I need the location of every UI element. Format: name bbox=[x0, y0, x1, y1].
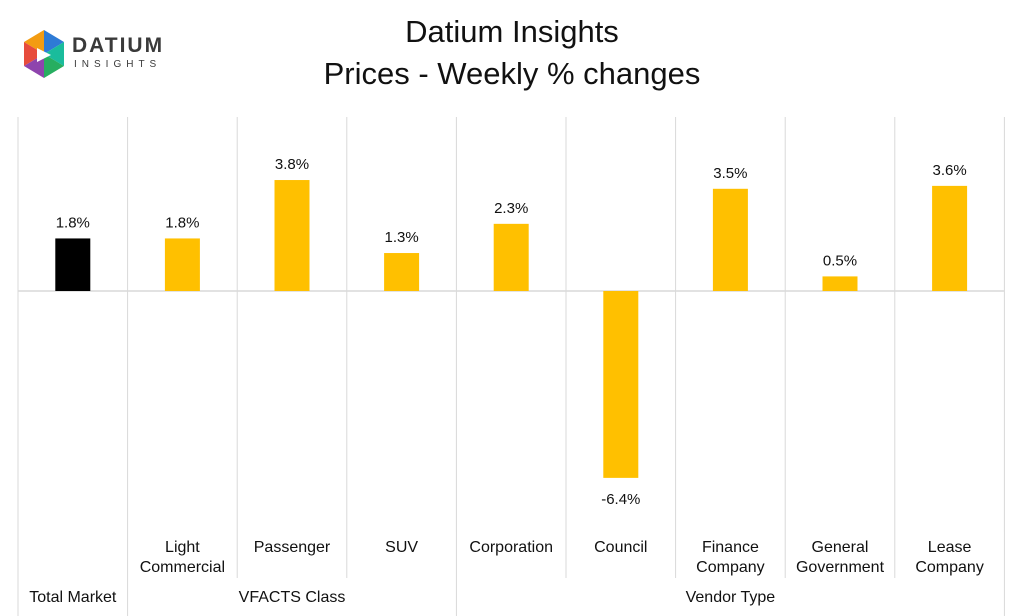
group-label: VFACTS Class bbox=[239, 589, 346, 606]
logo-text: DATIUM bbox=[72, 34, 165, 57]
group-label: Vendor Type bbox=[686, 589, 776, 606]
data-label: 0.5% bbox=[823, 252, 857, 269]
category-label: Passenger bbox=[254, 539, 331, 556]
datium-logo-icon bbox=[24, 30, 64, 78]
category-label: Commercial bbox=[140, 559, 225, 576]
category-label: Light bbox=[165, 539, 200, 556]
bar bbox=[932, 185, 968, 291]
data-label: 1.8% bbox=[56, 214, 90, 231]
data-label: 3.6% bbox=[932, 162, 966, 179]
chart-title: Datium Insights bbox=[405, 14, 619, 49]
category-label: Lease bbox=[928, 539, 972, 556]
bar bbox=[384, 253, 420, 291]
category-label: Company bbox=[915, 559, 983, 576]
bar bbox=[164, 238, 200, 291]
chart-subtitle: Prices - Weekly % changes bbox=[323, 56, 701, 91]
data-label: 3.8% bbox=[275, 156, 309, 173]
datium-logo: DATIUM INSIGHTS bbox=[20, 28, 170, 82]
category-label: Corporation bbox=[469, 539, 553, 556]
data-label: 3.5% bbox=[713, 165, 747, 182]
data-label: -6.4% bbox=[601, 491, 640, 508]
logo-subtext: INSIGHTS bbox=[74, 59, 162, 70]
data-label: 2.3% bbox=[494, 200, 528, 217]
data-label: 1.8% bbox=[165, 214, 199, 231]
bar bbox=[55, 238, 91, 291]
category-label: SUV bbox=[385, 539, 418, 556]
data-label: 1.3% bbox=[384, 229, 418, 246]
bar bbox=[274, 180, 310, 291]
category-label: Council bbox=[594, 539, 647, 556]
bar bbox=[822, 276, 858, 291]
bar bbox=[712, 188, 748, 291]
category-label: Finance bbox=[702, 539, 759, 556]
category-label: Company bbox=[696, 559, 764, 576]
category-label: Government bbox=[796, 559, 885, 576]
category-label: General bbox=[812, 539, 869, 556]
bar bbox=[603, 291, 639, 478]
bar bbox=[493, 223, 529, 291]
category-label: Total Market bbox=[29, 589, 117, 606]
